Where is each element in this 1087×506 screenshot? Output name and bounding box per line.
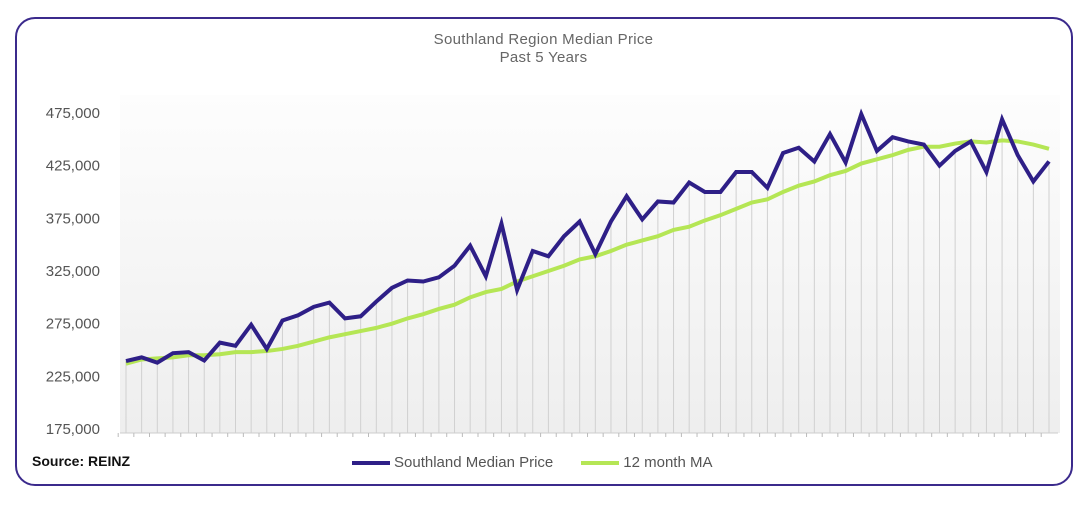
legend-label-median: Southland Median Price bbox=[394, 454, 554, 471]
chart-title: Southland Region Median Price Past 5 Yea… bbox=[0, 31, 1087, 67]
median-price-line bbox=[125, 108, 1051, 365]
y-tick-label: 275,000 bbox=[46, 316, 100, 333]
y-tick-label: 325,000 bbox=[46, 263, 100, 280]
legend-label-ma: 12 month MA bbox=[623, 454, 713, 471]
title-line: Southland Region Median Price bbox=[433, 31, 654, 48]
y-tick-label: 375,000 bbox=[46, 210, 100, 227]
y-tick-label: 175,000 bbox=[46, 421, 100, 438]
subtitle-line: Past 5 Years bbox=[499, 49, 588, 66]
legend-swatch-median bbox=[352, 460, 390, 465]
source-note: Source: REINZ bbox=[32, 453, 131, 469]
legend-swatch-ma bbox=[581, 460, 620, 465]
legend: Southland Median Price 12 month MA bbox=[352, 454, 712, 471]
y-tick-label: 425,000 bbox=[46, 158, 100, 175]
y-tick-label: 475,000 bbox=[46, 105, 100, 122]
ma-line bbox=[125, 138, 1050, 366]
y-tick-label: 225,000 bbox=[46, 368, 100, 385]
chart-frame bbox=[15, 17, 1073, 486]
